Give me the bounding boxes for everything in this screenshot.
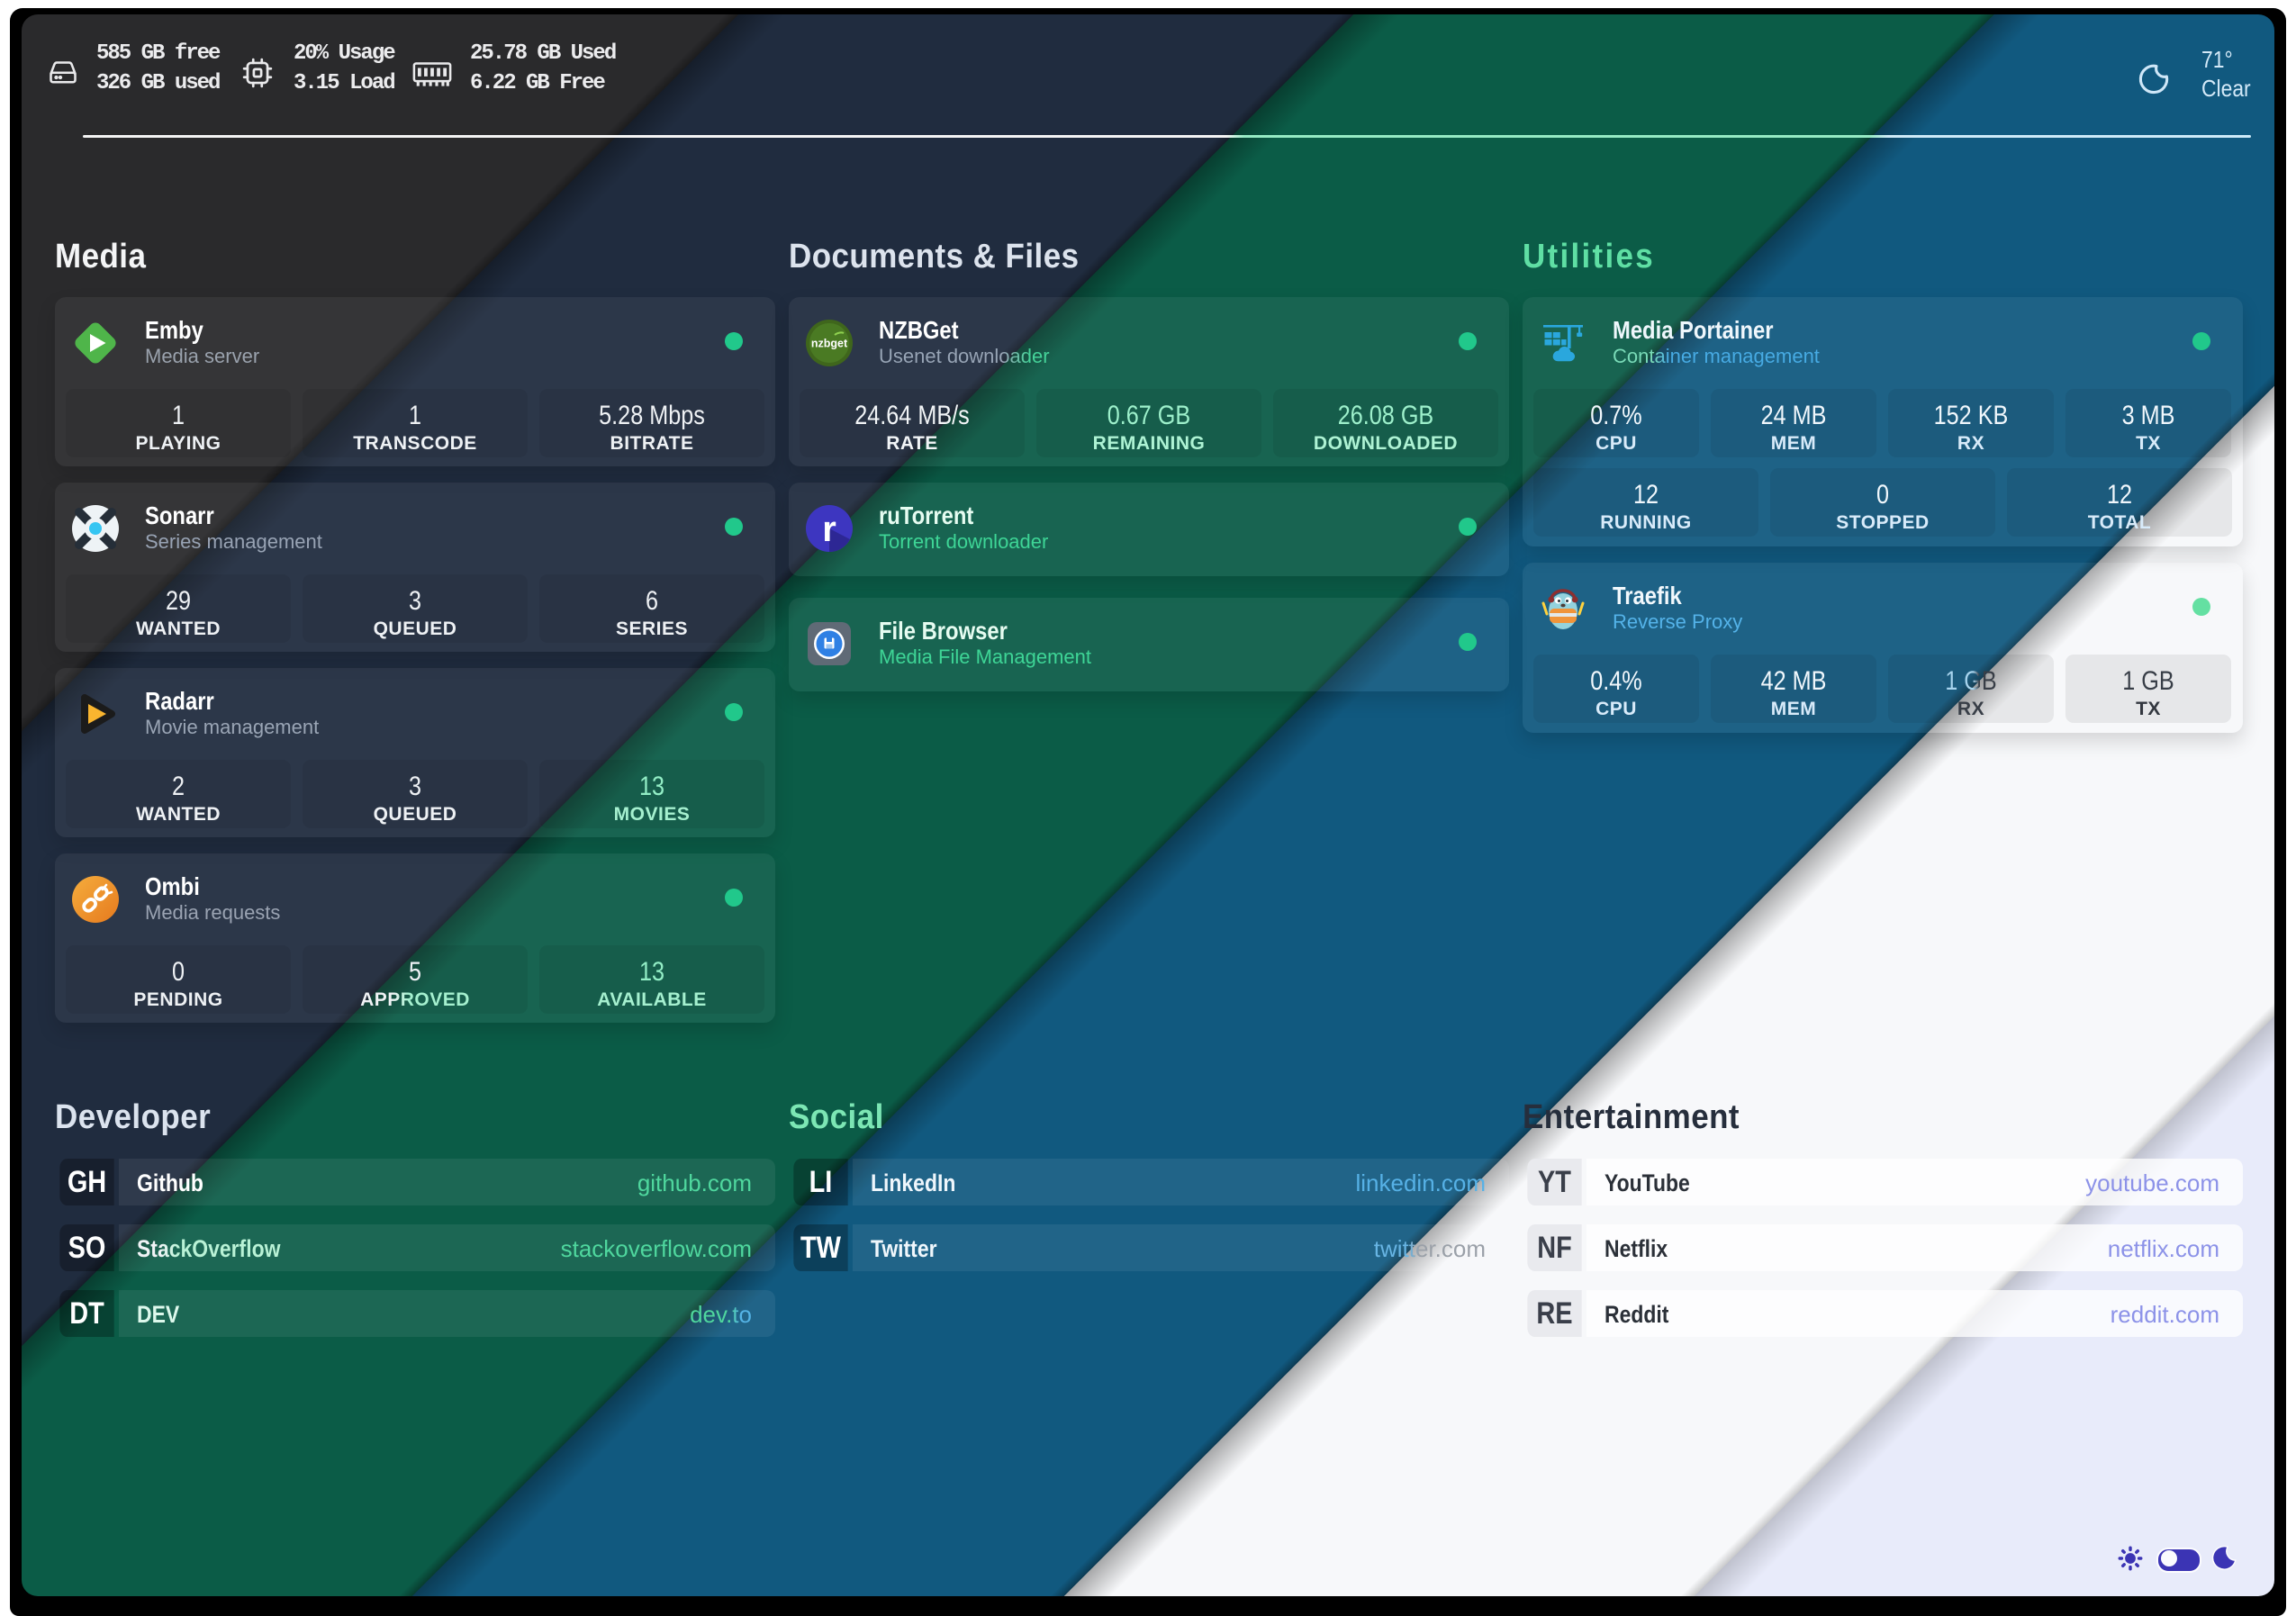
- svg-text:nzbget: nzbget: [811, 338, 848, 350]
- svg-text:r: r: [822, 510, 836, 549]
